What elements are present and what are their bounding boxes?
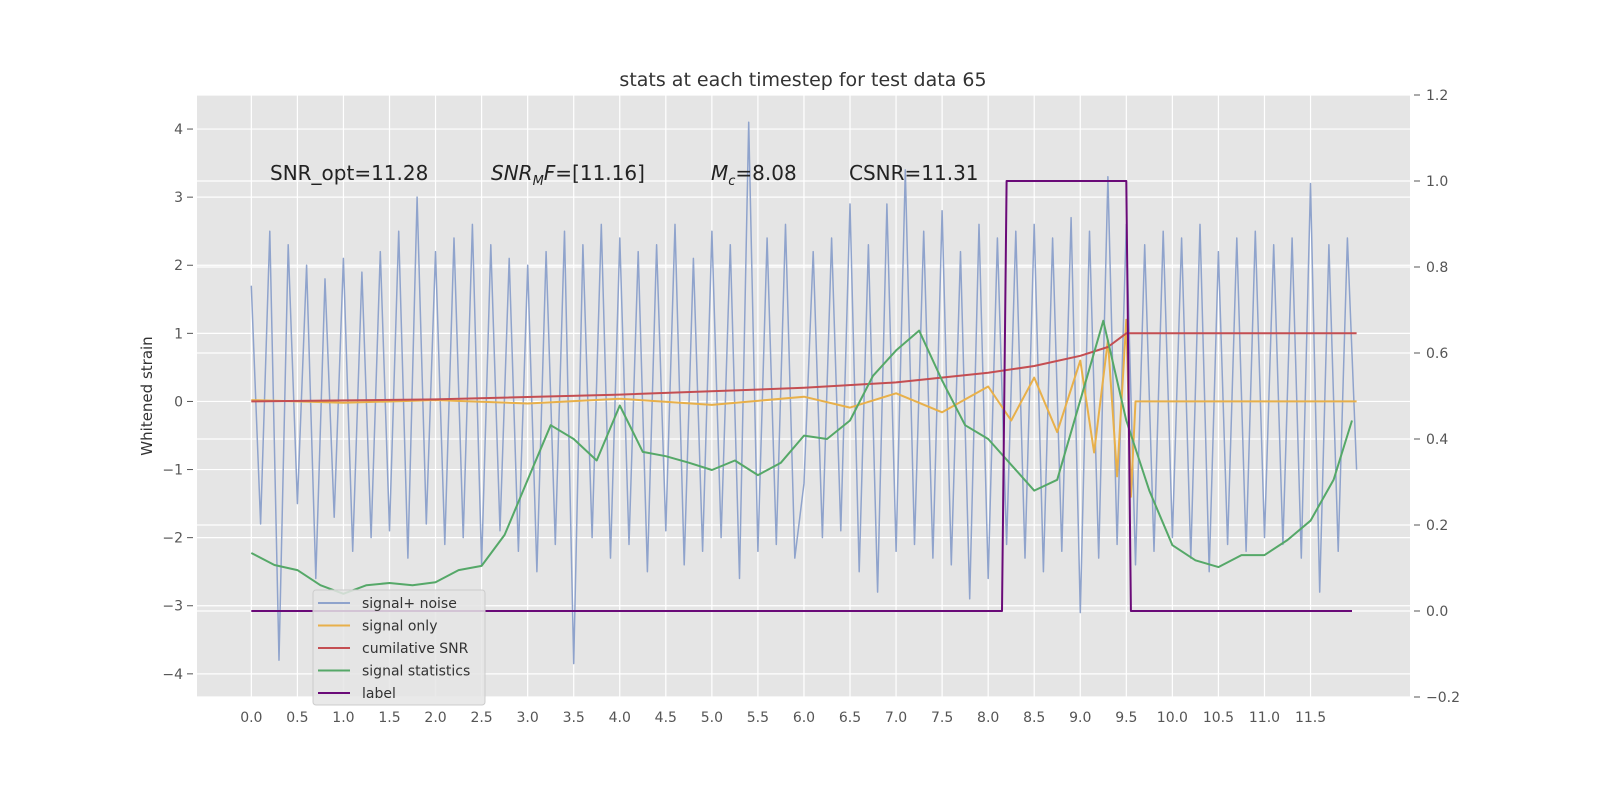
x-tick-label: 3.0 [517, 710, 539, 726]
legend-label: signal statistics [362, 664, 470, 680]
x-tick-label: 10.5 [1203, 710, 1234, 726]
annotation-subscript: M [533, 174, 544, 189]
y-tick-label: −3 [162, 599, 183, 615]
annotation: Mc=8.08 [711, 161, 797, 189]
y-tick-label: 0 [174, 394, 183, 410]
y2-tick-label: 1.0 [1426, 174, 1448, 190]
x-tick-label: 9.5 [1115, 710, 1137, 726]
legend-label: signal+ noise [362, 596, 457, 612]
x-tick-label: 7.5 [931, 710, 953, 726]
x-tick-label: 4.0 [609, 710, 631, 726]
legend-label: label [362, 686, 396, 702]
y2-tick-label: 0.2 [1426, 518, 1448, 534]
annotation-text: =8.08 [735, 161, 796, 185]
y2-tick-label: 0.0 [1426, 604, 1448, 620]
legend-label: cumilative SNR [362, 641, 469, 657]
x-tick-label: 6.0 [793, 710, 815, 726]
x-tick-label: 2.5 [470, 710, 492, 726]
annotation-text: SNR_opt=11.28 [270, 161, 428, 185]
x-tick-label: 3.5 [563, 710, 585, 726]
y2-tick-label: 0.4 [1426, 432, 1448, 448]
x-tick-label: 1.0 [332, 710, 354, 726]
x-tick-label: 5.5 [747, 710, 769, 726]
y-tick-label: −4 [162, 667, 183, 683]
y-axis-label: Whitened strain [138, 336, 156, 455]
x-tick-label: 10.0 [1157, 710, 1188, 726]
y-tick-label: 4 [174, 122, 183, 138]
y-tick-label: 2 [174, 258, 183, 274]
x-tick-label: 6.5 [839, 710, 861, 726]
x-tick-label: 0.5 [286, 710, 308, 726]
annotation-text: CSNR=11.31 [849, 161, 979, 185]
x-tick-label: 2.0 [424, 710, 446, 726]
y2-tick-label: 0.6 [1426, 346, 1448, 362]
annotation-text: =[11.16] [555, 161, 645, 185]
y2-tick-label: 1.2 [1426, 88, 1448, 104]
series-line [251, 332, 1357, 403]
x-tick-label: 0.0 [240, 710, 262, 726]
annotation-subscript: c [728, 174, 735, 189]
annotation-text: F [544, 161, 556, 185]
annotation: SNRMF=[11.16] [491, 161, 645, 189]
y-tick-label: −1 [162, 463, 183, 479]
x-tick-label: 5.0 [701, 710, 723, 726]
annotation-text: M [711, 161, 728, 185]
x-tick-label: 11.5 [1295, 710, 1326, 726]
annotation-text: SNR [491, 161, 533, 185]
legend: signal+ noise signal only cumilative SNR si… [312, 589, 486, 706]
x-tick-label: 4.5 [655, 710, 677, 726]
series-line [250, 319, 1353, 595]
series-line [251, 180, 1352, 612]
x-tick-label: 8.5 [1023, 710, 1045, 726]
series-line [250, 121, 1358, 665]
y-tick-label: 1 [174, 326, 183, 342]
chart-title: stats at each timestep for test data 65 [619, 69, 986, 91]
annotation: CSNR=11.31 [849, 161, 979, 185]
legend-label: signal only [362, 619, 437, 635]
x-tick-label: 1.5 [378, 710, 400, 726]
x-tick-label: 11.0 [1249, 710, 1280, 726]
annotation: SNR_opt=11.28 [270, 161, 428, 185]
y2-tick-label: 0.8 [1426, 260, 1448, 276]
y-tick-label: −2 [162, 531, 183, 547]
x-tick-label: 8.0 [977, 710, 999, 726]
marks [250, 121, 1358, 665]
x-tick-label: 9.0 [1069, 710, 1091, 726]
y2-tick-label: −0.2 [1426, 690, 1460, 706]
legend-box [312, 589, 486, 706]
x-tick-label: 7.0 [885, 710, 907, 726]
y-tick-label: 3 [174, 190, 183, 206]
